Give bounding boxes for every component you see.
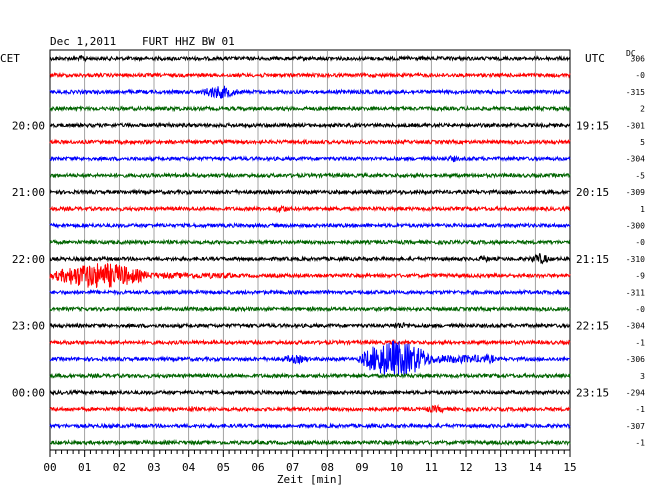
dc-offset-label: -1: [635, 338, 645, 347]
seismic-trace: [49, 85, 571, 100]
dc-offset-label: 5: [640, 138, 645, 147]
seismic-trace: [49, 54, 571, 63]
dc-offset-label: 306: [631, 55, 646, 64]
x-tick-label: 05: [217, 461, 230, 474]
date-label: Dec 1,2011: [50, 35, 116, 48]
dc-offset-label: -315: [626, 88, 645, 97]
right-time-label: 22:15: [576, 320, 609, 333]
dc-offset-label: -0: [635, 71, 645, 80]
seismic-trace: [49, 322, 571, 330]
dc-offset-label: -304: [626, 155, 645, 164]
x-tick-label: 14: [529, 461, 543, 474]
dc-offset-label: -1: [635, 405, 645, 414]
dc-offset-label: -294: [626, 389, 645, 398]
x-tick-label: 10: [390, 461, 403, 474]
x-tick-label: 12: [459, 461, 472, 474]
seismic-trace: [49, 438, 571, 447]
right-time-label: 19:15: [576, 119, 609, 132]
seismic-trace: [49, 138, 571, 146]
seismic-trace: [49, 340, 571, 377]
station-label: FURT HHZ BW 01: [142, 35, 235, 48]
left-time-label: 21:00: [12, 186, 45, 199]
seismic-trace: [49, 338, 571, 347]
right-timezone-label: UTC: [585, 52, 605, 65]
x-tick-label: 03: [147, 461, 160, 474]
dc-offset-label: -300: [626, 222, 645, 231]
x-tick-label: 13: [494, 461, 507, 474]
seismic-trace: [49, 238, 571, 246]
dc-offset-label: -307: [626, 422, 645, 431]
x-axis-title: Zeit [min]: [277, 473, 343, 486]
dc-offset-label: -309: [626, 188, 645, 197]
seismic-trace: [49, 253, 571, 265]
seismic-trace: [49, 121, 571, 129]
seismic-trace: [49, 171, 571, 180]
x-tick-label: 15: [563, 461, 576, 474]
dc-offset-label: 2: [640, 105, 645, 114]
dc-offset-label: -310: [626, 255, 645, 264]
dc-offset-label: -5: [635, 171, 645, 180]
dc-offset-label: -301: [626, 121, 645, 130]
seismic-trace: [49, 221, 571, 230]
dc-offset-label: -306: [626, 355, 645, 364]
grid: [49, 49, 571, 457]
seismic-trace: [49, 104, 571, 113]
x-tick-label: 02: [113, 461, 126, 474]
dc-offset-label: 1: [640, 205, 645, 214]
left-time-label: 00:00: [12, 387, 45, 400]
seismic-trace: [49, 71, 571, 79]
x-tick-label: 01: [78, 461, 91, 474]
x-tick-label: 09: [355, 461, 368, 474]
seismic-trace: [49, 263, 571, 288]
dc-offset-label: -304: [626, 322, 645, 331]
dc-offset-label: -9: [635, 272, 645, 281]
dc-label: DC: [626, 49, 636, 58]
seismic-trace: [49, 388, 571, 397]
dc-offset-label: -0: [635, 238, 645, 247]
left-timezone-label: CET: [0, 52, 20, 65]
x-tick-label: 11: [425, 461, 438, 474]
right-time-label: 20:15: [576, 186, 609, 199]
x-tick-label: 08: [321, 461, 334, 474]
labels: 00 01 02 03 04 05 06 07 08 09 10 11 12 13 14 1520:0021:…: [12, 55, 645, 475]
x-tick-label: 06: [251, 461, 264, 474]
dc-offset-label: 3: [640, 372, 645, 381]
right-time-label: 23:15: [576, 387, 609, 400]
seismic-trace: [49, 154, 571, 163]
traces: [49, 54, 571, 447]
seismic-trace: [49, 422, 571, 430]
seismic-trace: [49, 288, 571, 296]
left-time-label: 22:00: [12, 253, 45, 266]
left-time-label: 23:00: [12, 320, 45, 333]
x-tick-label: 07: [286, 461, 299, 474]
seismic-trace: [49, 372, 571, 380]
dc-offset-label: -0: [635, 305, 645, 314]
x-tick-label: 04: [182, 461, 196, 474]
seismic-trace: [49, 188, 571, 196]
left-time-label: 20:00: [12, 119, 45, 132]
x-tick-label: 00: [43, 461, 56, 474]
seismic-trace: [49, 204, 571, 213]
seismic-trace: [49, 305, 571, 313]
right-time-label: 21:15: [576, 253, 609, 266]
seismic-trace: [49, 403, 571, 414]
dc-offset-label: -311: [626, 288, 645, 297]
dc-offset-label: -1: [635, 439, 645, 448]
